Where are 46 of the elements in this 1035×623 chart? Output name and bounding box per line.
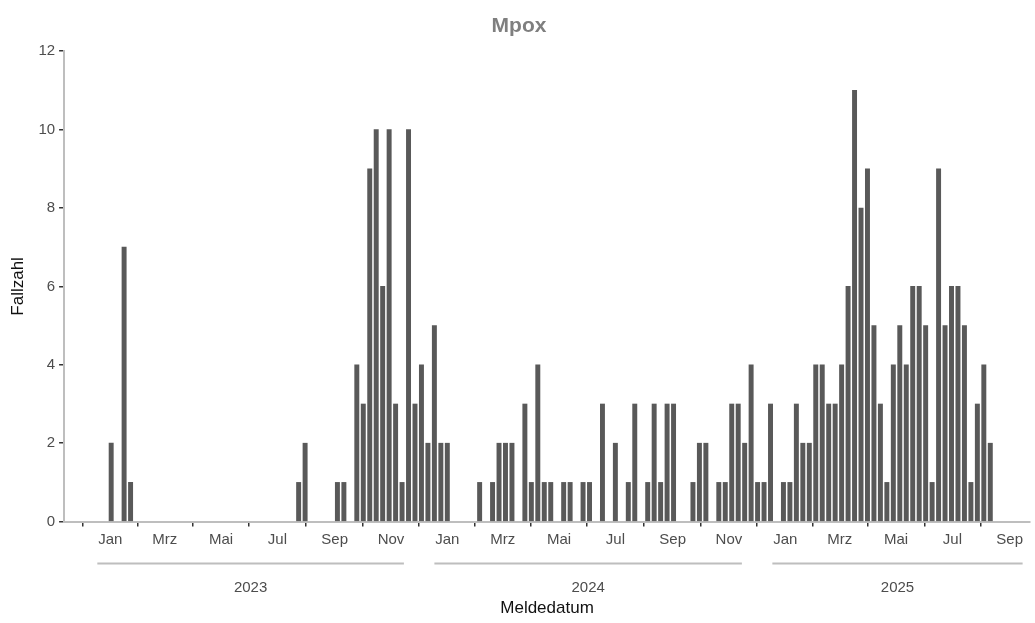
y-tick-label: 12 <box>38 41 56 59</box>
text: 2023 <box>233 577 268 595</box>
x-tick-label: Mrz <box>827 529 853 547</box>
x-tick-label: Mai <box>208 529 234 547</box>
y-tick-label: 4 <box>46 354 56 372</box>
x-tick-label: Sep <box>659 529 686 547</box>
bar <box>522 403 528 522</box>
bar <box>477 482 483 522</box>
bar <box>599 403 605 522</box>
text: 2025 <box>880 577 915 595</box>
y-tick-label: 2 <box>46 433 56 451</box>
bar <box>354 364 360 522</box>
y-axis-title: Fallzahl <box>7 257 27 316</box>
bar <box>690 482 696 522</box>
bar <box>302 442 308 522</box>
y-tick-label: 8 <box>46 198 56 216</box>
x-tick-label: Jan <box>773 529 798 547</box>
bar <box>561 482 567 522</box>
y-tick-label: 6 <box>46 276 56 294</box>
x-tick-label: Nov <box>377 529 405 547</box>
x-tick-label: Jan <box>98 529 123 547</box>
x-tick-label: Nov <box>715 529 743 547</box>
x-tick-label: Mrz <box>490 529 516 547</box>
x-tick-label: Sep <box>996 529 1024 547</box>
x-axis-title: Meldedatum <box>500 598 594 618</box>
bar <box>567 482 573 522</box>
bar <box>716 482 722 522</box>
bar <box>444 442 450 522</box>
x-tick-label: Jan <box>435 529 460 547</box>
x-tick-label: Mai <box>884 529 909 547</box>
x-tick-label: Jul <box>267 529 287 547</box>
x-tick-label: Mrz <box>152 529 178 547</box>
x-tick-label: Jul <box>942 529 963 547</box>
bar <box>987 442 993 522</box>
chart-title: Mpox <box>491 13 547 37</box>
y-tick-label: 10 <box>38 119 56 137</box>
x-tick-label: Jul <box>605 529 625 547</box>
bar <box>490 482 496 522</box>
text: 2024 <box>571 577 605 595</box>
y-tick-label: 0 <box>46 511 56 529</box>
bar <box>612 442 618 522</box>
x-tick-label: Sep <box>321 529 348 547</box>
bar <box>645 482 651 522</box>
bar <box>108 442 114 522</box>
x-tick-label: Mai <box>546 529 572 547</box>
bar <box>296 482 302 522</box>
